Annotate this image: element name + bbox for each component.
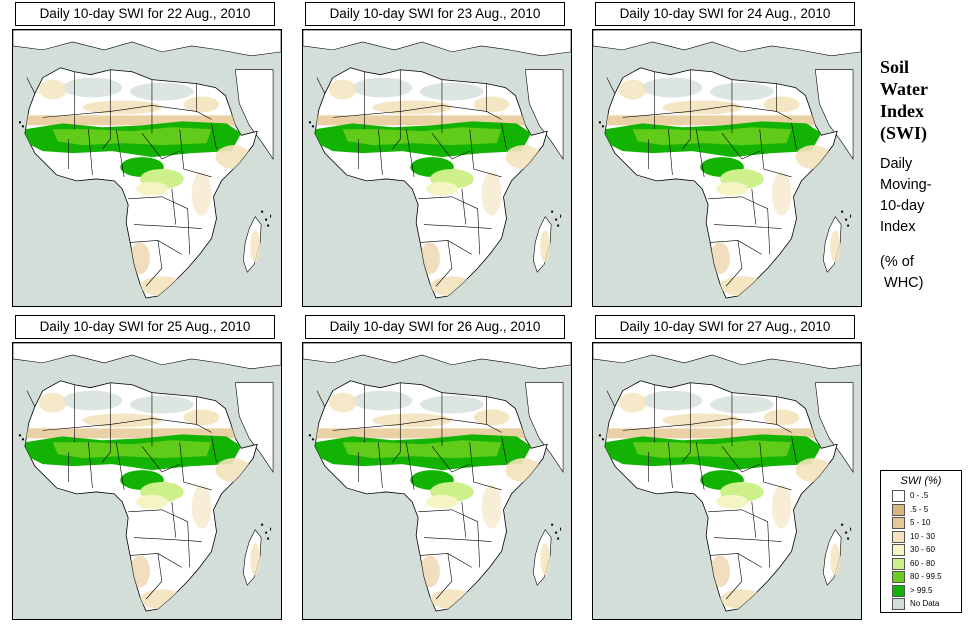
map-panel-4: Daily 10-day SWI for 25 Aug., 2010 bbox=[12, 313, 282, 620]
title-line: Soil bbox=[880, 57, 910, 77]
legend-swatch bbox=[892, 584, 905, 597]
legend-item: 0 - .5 bbox=[881, 490, 961, 504]
subtitle-line: Index bbox=[880, 219, 916, 235]
africa-map bbox=[302, 342, 572, 620]
africa-map bbox=[12, 29, 282, 307]
africa-map bbox=[302, 29, 572, 307]
index-subtitle: Daily Moving- 10-day Index bbox=[880, 154, 966, 238]
legend-label: 30 - 60 bbox=[910, 545, 935, 554]
title-line: Water bbox=[880, 79, 928, 99]
legend-label: No Data bbox=[910, 599, 940, 608]
unit-line: WHC) bbox=[880, 275, 924, 291]
map-panel-5: Daily 10-day SWI for 26 Aug., 2010 bbox=[302, 313, 572, 620]
legend-item: 5 - 10 bbox=[881, 517, 961, 531]
legend-item: .5 - 5 bbox=[881, 503, 961, 518]
title-line: Index bbox=[880, 101, 925, 121]
legend-item: 10 - 30 bbox=[881, 530, 961, 545]
legend-label: 5 - 10 bbox=[910, 518, 931, 527]
map-panel-1: Daily 10-day SWI for 22 Aug., 2010 bbox=[12, 0, 282, 307]
map-panel-6: Daily 10-day SWI for 27 Aug., 2010 bbox=[592, 313, 862, 620]
legend-swatch bbox=[892, 517, 905, 529]
swi-legend: SWI (%) 0 - .5 .5 - 5 5 - 10 10 - 30 30 - 60… bbox=[880, 470, 962, 613]
subtitle-line: 10-day bbox=[880, 198, 925, 214]
subtitle-line: Daily bbox=[880, 156, 913, 172]
panel-title: Daily 10-day SWI for 26 Aug., 2010 bbox=[305, 315, 565, 339]
legend-swatch bbox=[892, 571, 905, 583]
panel-title: Daily 10-day SWI for 22 Aug., 2010 bbox=[15, 2, 275, 26]
legend-item: 30 - 60 bbox=[881, 544, 961, 558]
legend-label: > 99.5 bbox=[910, 585, 933, 595]
africa-map bbox=[12, 342, 282, 620]
legend-swatch bbox=[892, 544, 905, 556]
legend-swatch bbox=[892, 598, 905, 610]
legend-swatch bbox=[892, 503, 905, 516]
panel-title: Daily 10-day SWI for 24 Aug., 2010 bbox=[595, 2, 855, 26]
legend-label: 60 - 80 bbox=[910, 558, 935, 568]
unit-line: (% of bbox=[880, 254, 914, 270]
legend-swatch bbox=[892, 490, 905, 502]
legend-label: 10 - 30 bbox=[910, 531, 935, 541]
panel-title: Daily 10-day SWI for 27 Aug., 2010 bbox=[595, 315, 855, 339]
panel-title: Daily 10-day SWI for 25 Aug., 2010 bbox=[15, 315, 275, 339]
legend-item: > 99.5 bbox=[881, 584, 961, 599]
map-panel-3: Daily 10-day SWI for 24 Aug., 2010 bbox=[592, 0, 862, 307]
legend-item: No Data bbox=[881, 598, 961, 612]
legend-label: .5 - 5 bbox=[910, 504, 929, 514]
panel-title: Daily 10-day SWI for 23 Aug., 2010 bbox=[305, 2, 565, 26]
map-panel-2: Daily 10-day SWI for 23 Aug., 2010 bbox=[302, 0, 572, 307]
index-title: Soil Water Index (SWI) bbox=[880, 56, 966, 144]
legend-label: 0 - .5 bbox=[910, 491, 929, 500]
legend-label: 80 - 99.5 bbox=[910, 572, 942, 581]
legend-title: SWI (%) bbox=[900, 475, 942, 487]
subtitle-line: Moving- bbox=[880, 177, 932, 193]
sidebar-description: Soil Water Index (SWI) Daily Moving- 10-… bbox=[880, 56, 966, 294]
legend-swatch bbox=[892, 557, 905, 570]
africa-map bbox=[592, 342, 862, 620]
africa-map bbox=[592, 29, 862, 307]
index-unit: (% of WHC) bbox=[880, 252, 966, 294]
title-line: (SWI) bbox=[880, 123, 928, 143]
legend-swatch bbox=[892, 530, 905, 543]
legend-item: 80 - 99.5 bbox=[881, 571, 961, 585]
legend-item: 60 - 80 bbox=[881, 557, 961, 572]
